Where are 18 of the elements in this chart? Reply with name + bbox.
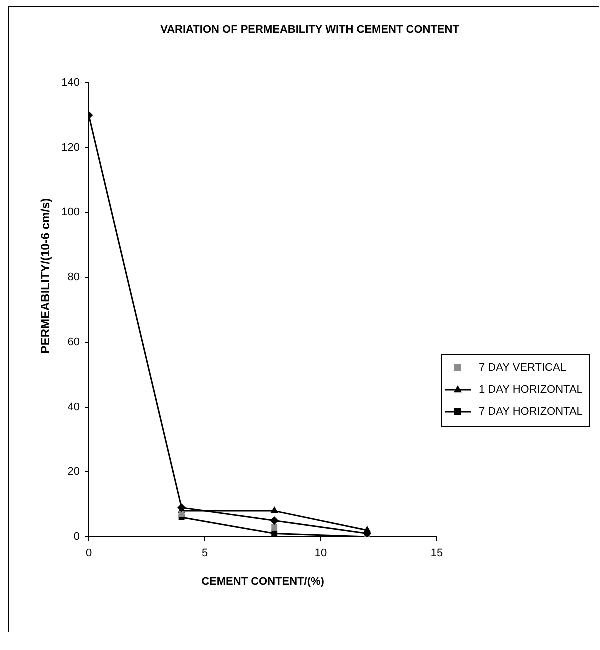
x-tick-label: 5	[202, 548, 208, 560]
y-tick-label: 20	[68, 466, 80, 478]
y-tick-label: 120	[62, 142, 80, 154]
y-tick-label: 80	[68, 272, 80, 284]
legend-label: 1 DAY HORIZONTAL	[479, 384, 583, 396]
legend-label: 7 DAY VERTICAL	[479, 362, 566, 374]
y-tick-label: 0	[74, 531, 80, 544]
x-tick-label: 10	[314, 548, 328, 560]
y-tick-label: 60	[68, 336, 80, 348]
y-tick-label: 100	[62, 206, 80, 219]
x-tick-label: 0	[86, 548, 92, 560]
legend-label: 7 DAY HORIZONTAL	[479, 406, 583, 418]
x-tick-label: 15	[430, 548, 444, 560]
y-tick-label: 40	[68, 401, 80, 414]
chart-title: VARIATION OF PERMEABILITY WITH CEMENT CONTENT	[160, 24, 460, 36]
y-tick-label: 140	[62, 77, 80, 90]
y-axis-title: PERMEABILITY/(10-6 cm/s)	[38, 198, 52, 354]
x-axis-title: CEMENT CONTENT/(%)	[202, 576, 325, 588]
